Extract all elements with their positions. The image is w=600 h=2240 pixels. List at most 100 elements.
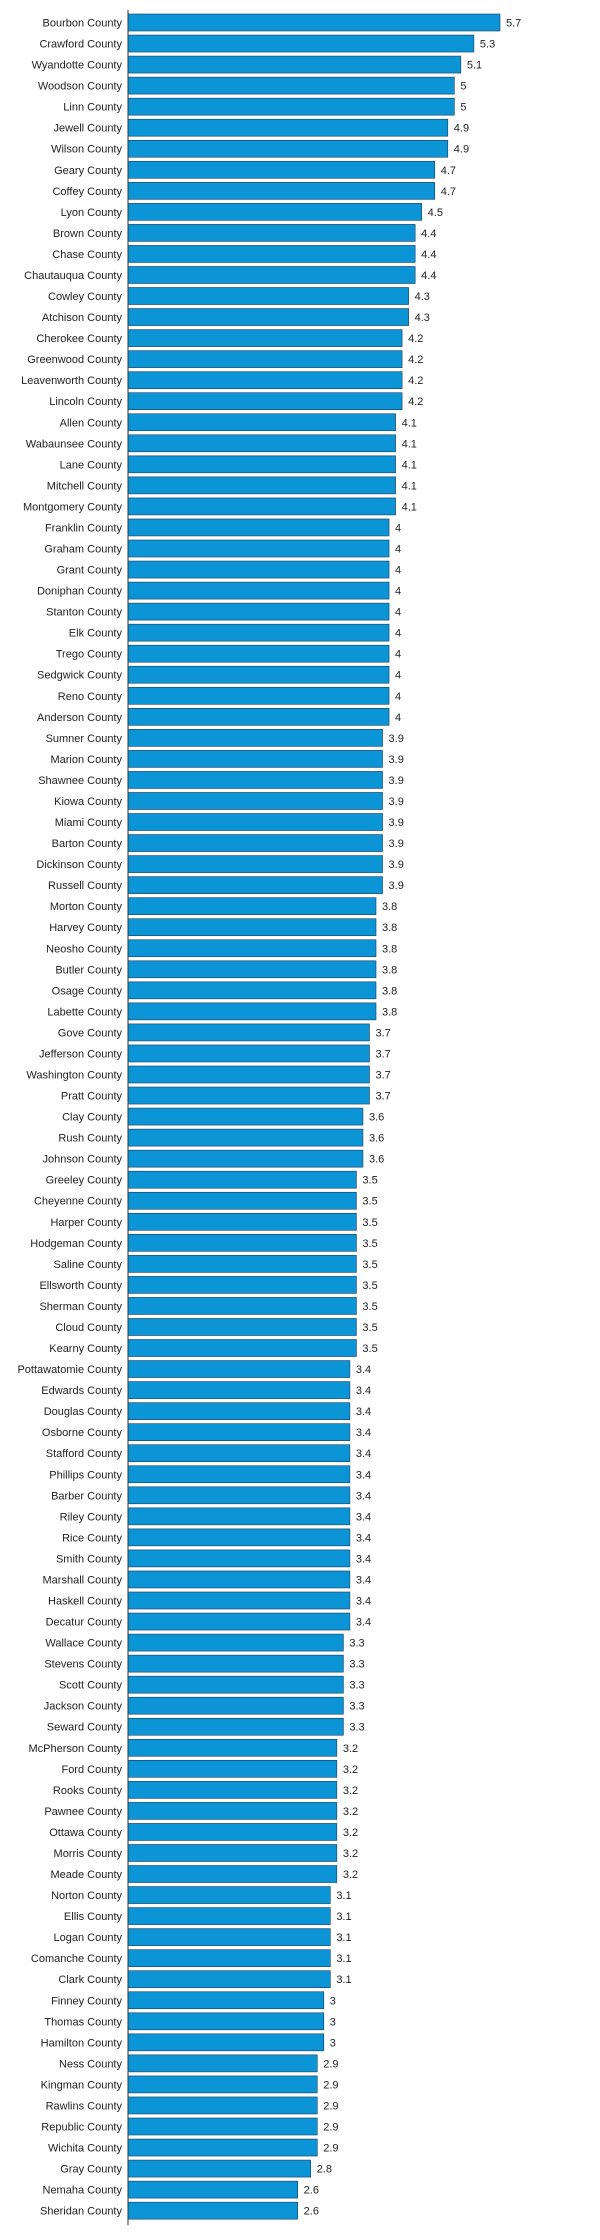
value-label: 3 [330,1995,336,2007]
category-label: Jackson County [44,1701,123,1713]
category-label: Douglas County [44,1406,123,1418]
category-label: Harper County [50,1217,122,1229]
value-label: 3.3 [349,1701,364,1713]
bar [127,434,396,453]
bar [127,581,390,600]
value-label: 3.7 [375,1091,390,1103]
value-label: 3.4 [356,1364,371,1376]
value-label: 4.2 [408,375,423,387]
value-label: 3.4 [356,1511,371,1523]
bar [127,539,390,558]
category-label: Hamilton County [41,2037,123,2049]
category-label: Linn County [63,102,122,114]
value-label: 3.6 [369,1133,384,1145]
bar [127,1928,331,1946]
category-label: Dickinson County [36,859,122,871]
bar [127,1444,351,1463]
category-label: Neosho County [46,943,122,955]
category-label: Marion County [50,754,122,766]
bar [127,518,390,537]
bar [127,476,396,495]
bar [127,1128,364,1147]
category-label: Mitchell County [47,480,123,492]
category-label: Hodgeman County [30,1238,122,1250]
value-label: 2.6 [304,2185,319,2197]
bar [127,1591,351,1610]
category-label: Shawnee County [38,775,122,787]
value-label: 4.1 [402,459,417,471]
bar [127,1149,364,1168]
value-label: 2.9 [323,2100,338,2112]
category-label: Kearny County [49,1343,122,1355]
value-label: 3.6 [369,1112,384,1124]
value-label: 3.9 [389,880,404,892]
bar [127,224,416,242]
bar [127,266,416,284]
bar [127,2054,318,2073]
category-label: Kingman County [41,2079,123,2091]
category-label: Russell County [48,880,122,892]
bar [127,1886,331,1904]
category-label: Rooks County [53,1785,123,1797]
category-label: Seward County [47,1722,123,1734]
bar [127,2138,318,2157]
category-label: Reno County [58,691,123,703]
value-label: 4 [395,607,401,619]
bar [127,2159,312,2178]
value-label: 3.9 [389,859,404,871]
bar [127,1654,344,1673]
bar [127,665,390,684]
bar [127,1991,325,2010]
value-label: 3.3 [349,1722,364,1734]
value-label: 4.4 [421,249,436,261]
bar [127,1318,357,1336]
category-label: Chase County [52,249,122,261]
value-label: 3.8 [382,964,397,976]
bar [127,686,390,705]
value-label: 3.1 [336,1953,351,1965]
value-label: 3.2 [343,1743,358,1755]
category-label: Cherokee County [36,333,122,345]
category-label: Jewell County [54,123,123,135]
value-label: 3.2 [343,1848,358,1860]
category-label: Rawlins County [46,2100,123,2112]
category-label: Johnson County [43,1154,123,1166]
bar [127,1844,338,1862]
category-label: Clay County [62,1112,122,1124]
bar [127,308,409,326]
value-label: 4.1 [402,417,417,429]
value-label: 3.1 [336,1974,351,1986]
value-label: 3.4 [356,1574,371,1586]
category-label: Butler County [55,964,122,976]
bar [127,455,396,474]
category-label: Lincoln County [49,396,122,408]
bar [127,1781,338,1799]
value-label: 3.3 [349,1638,364,1650]
category-label: Bourbon County [43,18,123,30]
value-label: 3.4 [356,1490,371,1502]
bar [127,55,462,74]
value-label: 3.4 [356,1596,371,1608]
value-label: 4.4 [421,270,436,282]
category-label: Graham County [44,544,122,556]
bar [127,1212,357,1231]
bar [127,13,501,32]
category-label: Washington County [26,1070,122,1082]
bar [127,897,377,915]
bar [127,855,383,873]
category-label: Sumner County [46,733,123,745]
category-label: Logan County [54,1932,123,1944]
value-label: 3.4 [356,1448,371,1460]
value-label: 3.2 [343,1785,358,1797]
value-label: 4.5 [428,207,443,219]
bar [127,329,403,347]
category-label: Wallace County [45,1638,122,1650]
bar [127,1339,357,1357]
bar [127,1949,331,1967]
value-label: 3.8 [382,985,397,997]
category-label: Lane County [60,459,123,471]
category-label: Osage County [52,985,123,997]
category-label: Stafford County [46,1448,123,1460]
category-label: Miami County [55,817,123,829]
value-label: 5 [460,102,466,114]
